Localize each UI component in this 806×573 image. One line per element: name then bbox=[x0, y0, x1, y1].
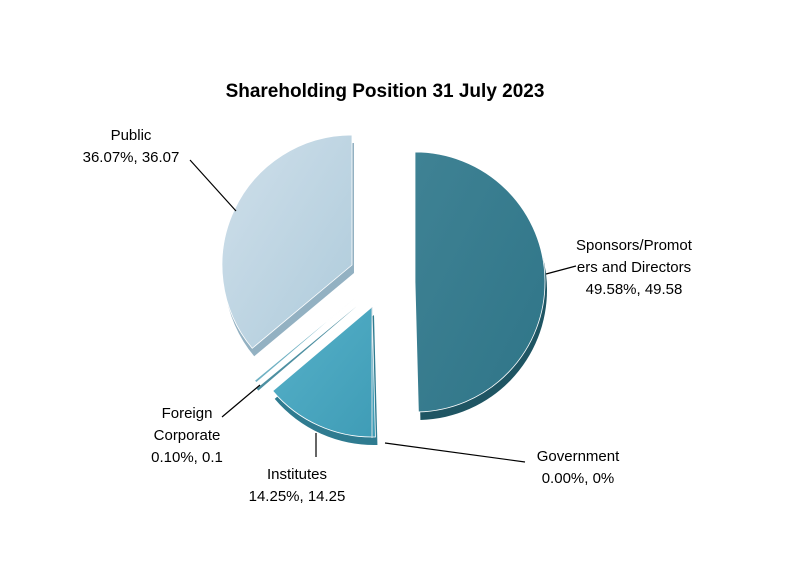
data-label-government: Government 0.00%, 0% bbox=[537, 448, 620, 487]
data-label-foreign-corporate: Foreign Corporate 0.10%, 0.1 bbox=[151, 405, 223, 466]
leader-line-1 bbox=[384, 442, 526, 463]
data-label-line: Government bbox=[537, 448, 620, 465]
pie-slice-side bbox=[256, 306, 357, 391]
data-label-line: Public bbox=[111, 127, 152, 144]
data-label-line: 36.07%, 36.07 bbox=[83, 149, 180, 166]
data-label-line: 49.58%, 49.58 bbox=[586, 281, 683, 298]
pie-slice-top bbox=[272, 306, 376, 438]
data-label-institutes: Institutes 14.25%, 14.25 bbox=[249, 466, 346, 505]
data-label-line: Corporate bbox=[154, 427, 221, 444]
pie-slice-institutes bbox=[272, 306, 378, 445]
leader-line-0 bbox=[545, 265, 577, 275]
pie-slice-top bbox=[254, 297, 356, 384]
pie-slice-public bbox=[221, 134, 354, 357]
data-label-line: 0.10%, 0.1 bbox=[151, 449, 223, 466]
leader-line-4 bbox=[189, 159, 237, 212]
pie-slice-sponsors-promoters-and-directors bbox=[414, 151, 547, 420]
data-label-line: Foreign bbox=[162, 405, 213, 422]
data-label-public: Public 36.07%, 36.07 bbox=[83, 127, 180, 166]
data-label-line: Institutes bbox=[267, 466, 327, 483]
data-label-line: 14.25%, 14.25 bbox=[249, 488, 346, 505]
pie-slice-foreign-corporate bbox=[254, 297, 357, 391]
data-label-line: ers and Directors bbox=[577, 259, 691, 276]
pie-slice-top bbox=[414, 151, 546, 413]
data-label-line: 0.00%, 0% bbox=[542, 470, 615, 487]
chart-title: Shareholding Position 31 July 2023 bbox=[226, 81, 545, 102]
leader-line-3 bbox=[221, 384, 261, 418]
data-label-line: Sponsors/Promot bbox=[576, 237, 693, 254]
data-label-sponsors-promoters-and-directors: Sponsors/Promot ers and Directors 49.58%, … bbox=[576, 237, 693, 298]
